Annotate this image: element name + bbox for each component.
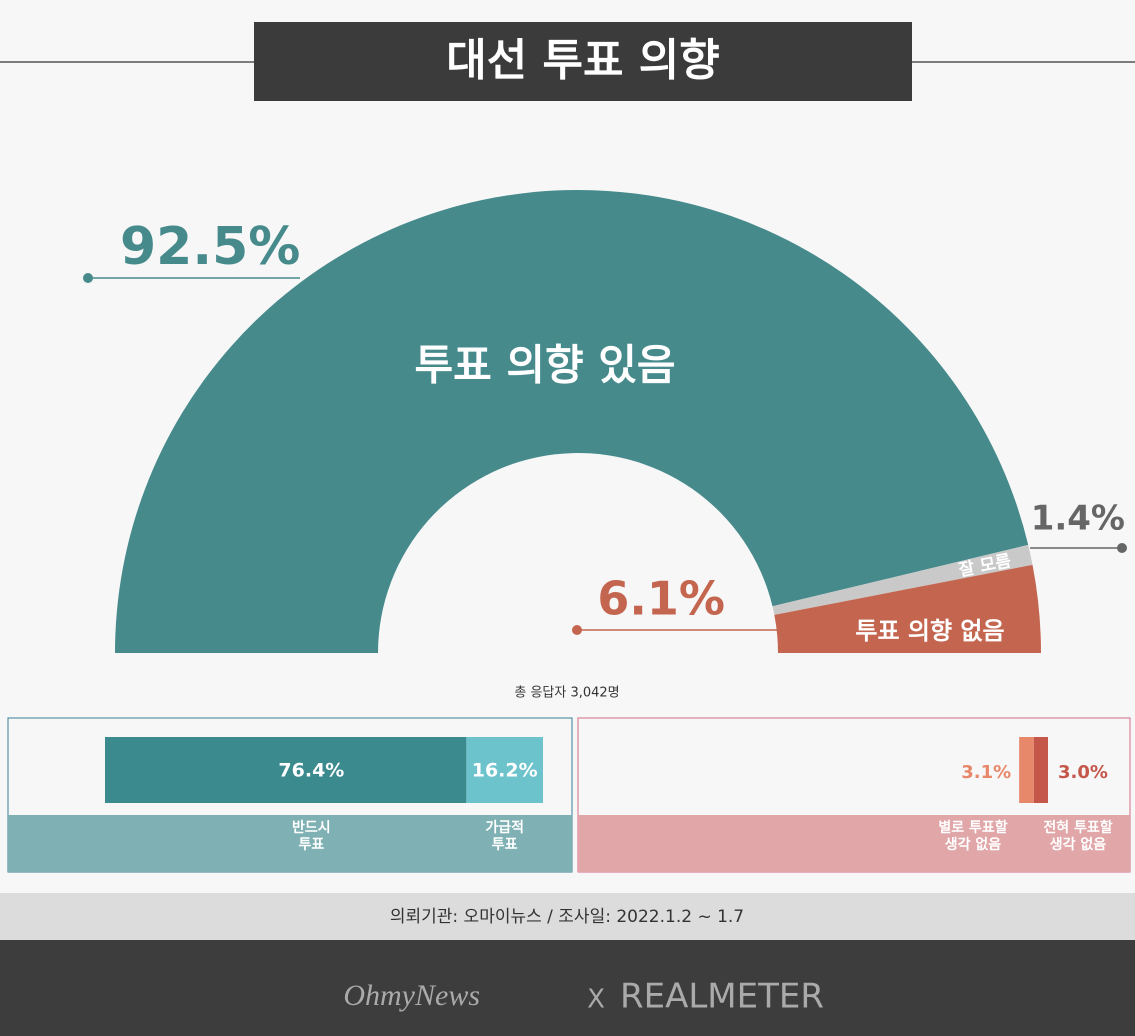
title-box	[254, 22, 912, 101]
logo-x: X	[587, 985, 605, 1015]
callout-dot	[83, 273, 93, 283]
bar	[466, 737, 543, 803]
bar-label: 3.1%	[961, 762, 1011, 783]
source: 의뢰기관: 오마이뉴스 / 조사일: 2022.1.2 ~ 1.7	[390, 907, 744, 927]
segment	[115, 189, 1029, 653]
note: 총 응답자 3,042명	[514, 686, 619, 701]
segment	[774, 564, 1041, 653]
footer-bar	[0, 940, 1135, 1036]
bar-label: 3.0%	[1058, 762, 1108, 783]
logo: REALMETER	[620, 977, 824, 1017]
bar	[1019, 737, 1034, 803]
bar-category: 가급적 투표	[485, 820, 524, 853]
value-label: 92.5%	[120, 217, 300, 277]
label-band	[8, 815, 572, 872]
segment-label: 투표 의향 있음	[414, 341, 675, 390]
bar-category: 반드시 투표	[292, 820, 331, 853]
value-label: 1.4%	[1031, 499, 1125, 539]
value-label: 6.1%	[597, 572, 725, 626]
bar	[105, 737, 467, 803]
source-bar	[0, 893, 1135, 940]
label-band	[578, 815, 1130, 872]
segment-label: 투표 의향 없음	[855, 617, 1004, 645]
logo: OhmyNews	[343, 979, 480, 1012]
segment	[772, 544, 1033, 615]
bar-label: 16.2%	[472, 760, 538, 782]
bar	[1033, 737, 1048, 803]
bar-category: 전혀 투표할 생각 없음	[1043, 820, 1113, 853]
chart-title: 대선 투표 의향	[446, 35, 720, 86]
bar-category: 별로 투표할 생각 없음	[938, 820, 1008, 853]
callout-dot	[572, 625, 582, 635]
callout-dot	[1117, 543, 1127, 553]
bar-label: 76.4%	[278, 760, 344, 782]
